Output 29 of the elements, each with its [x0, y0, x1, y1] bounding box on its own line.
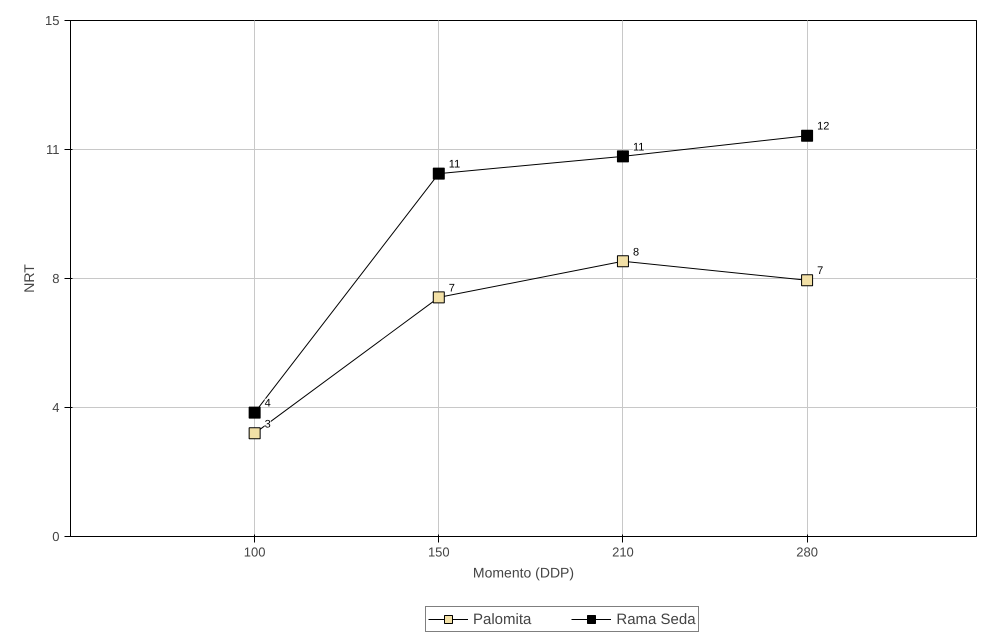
y-tick-label: 8 — [52, 271, 60, 286]
y-axis-title: NRT — [21, 264, 38, 293]
legend-label: Rama Seda — [616, 610, 696, 628]
point — [432, 291, 445, 304]
point — [248, 406, 261, 419]
data-label: 3 — [264, 418, 271, 430]
data-label: 8 — [632, 246, 640, 258]
y-tick-label: 4 — [52, 400, 60, 415]
data-label: 4 — [264, 398, 271, 410]
y-tick-label: 0 — [52, 529, 60, 544]
data-label: 7 — [448, 282, 455, 294]
x-axis-title: Momento (DDP) — [472, 564, 574, 580]
y-tick-label: 15 — [45, 13, 60, 28]
x-tick-label: 280 — [796, 544, 818, 560]
point — [616, 150, 629, 162]
data-label: 11 — [448, 158, 460, 171]
x-tick-label: 210 — [612, 544, 634, 560]
point — [432, 168, 445, 180]
x-tick-label: 100 — [244, 544, 266, 560]
point — [248, 427, 261, 440]
y-tick-label: 11 — [46, 142, 60, 157]
data-label: 7 — [817, 265, 824, 278]
data-label: 11 — [632, 141, 644, 154]
data-label: 12 — [817, 120, 830, 133]
x-tick-label: 150 — [428, 544, 450, 560]
point — [616, 255, 629, 268]
legend-label: Palomita — [473, 610, 532, 628]
point — [801, 130, 814, 142]
point — [801, 274, 814, 286]
